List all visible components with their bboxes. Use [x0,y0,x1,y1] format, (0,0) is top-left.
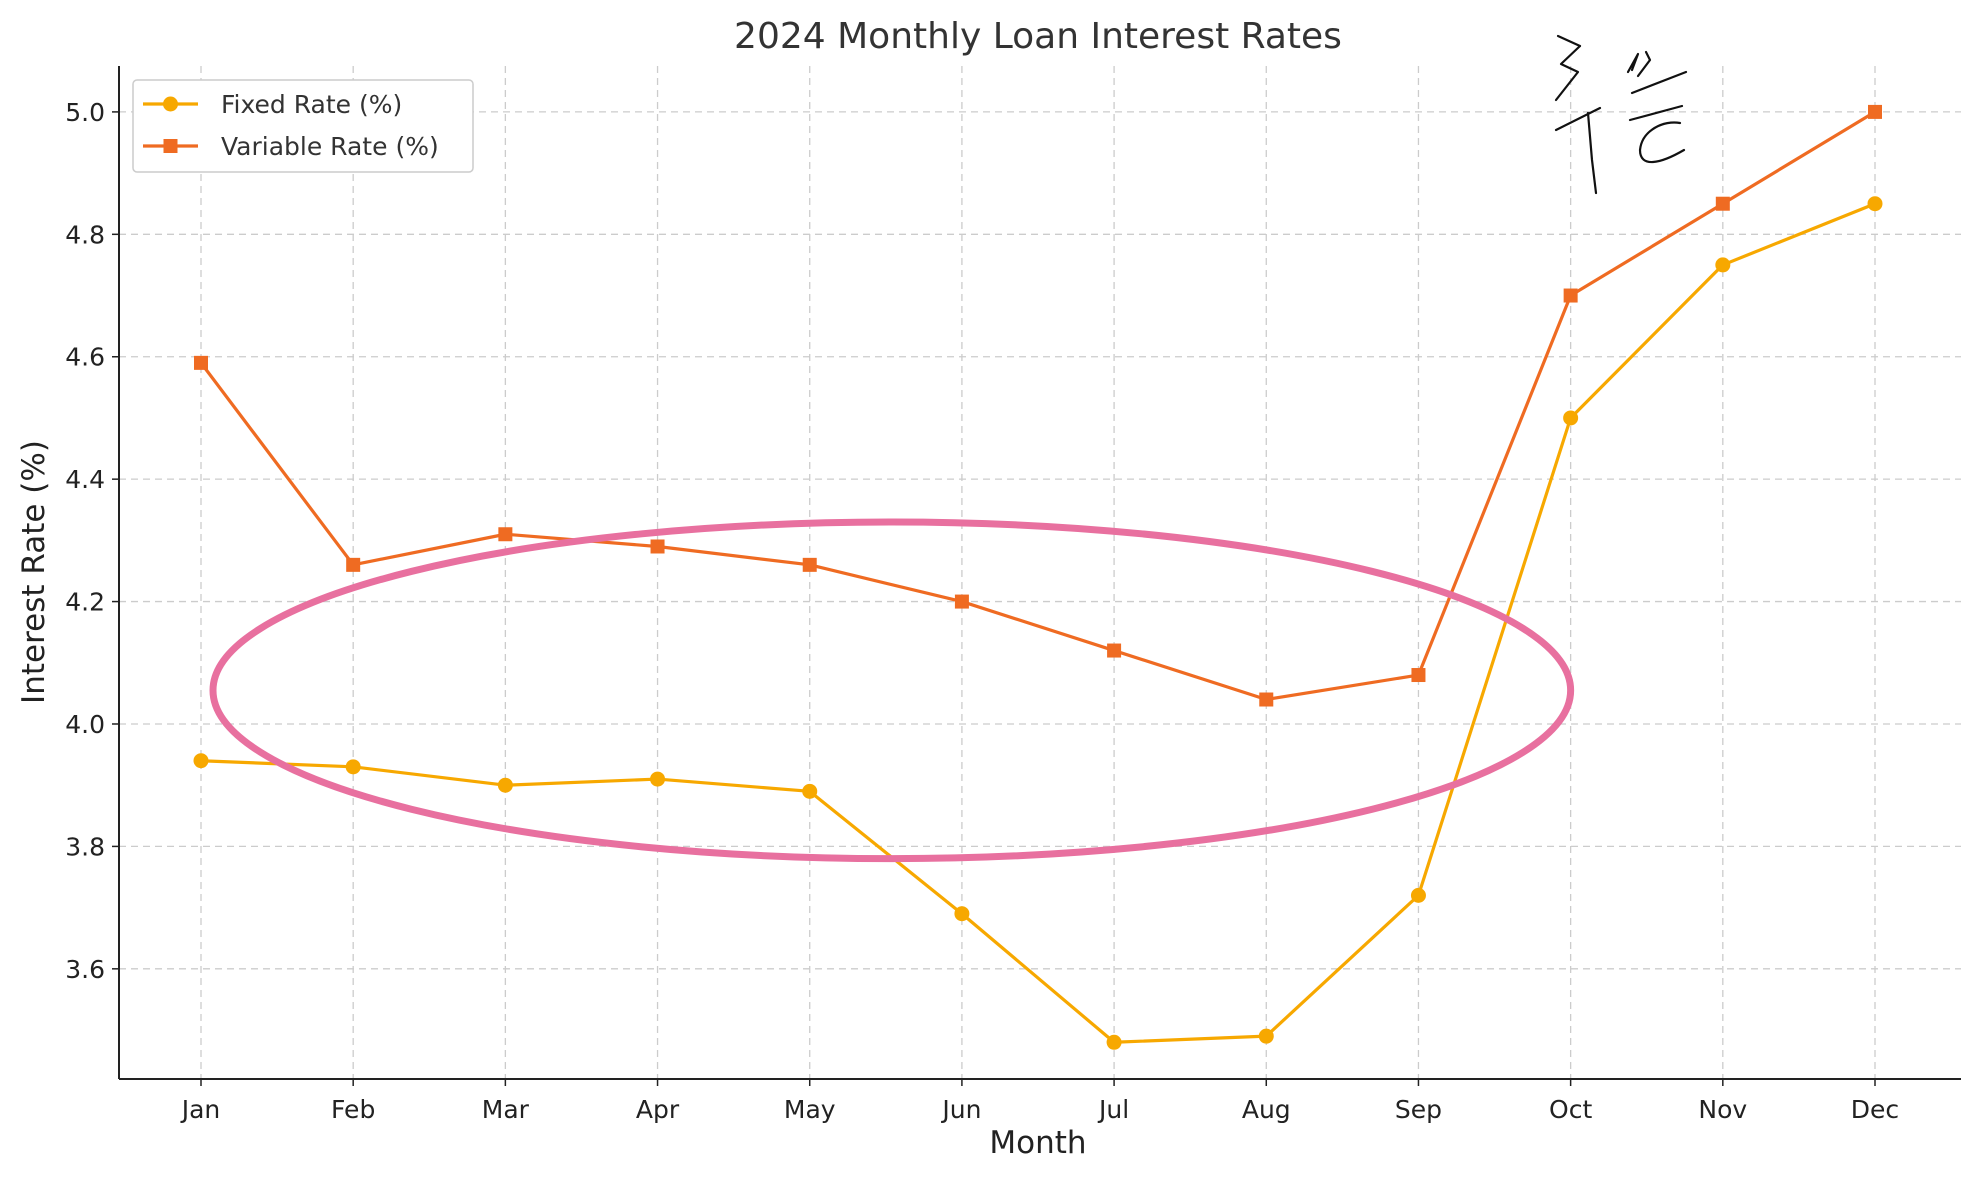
data-point-circle [1867,196,1883,212]
scribble-stroke [1554,106,1602,132]
x-tick-label: Jan [180,1095,221,1124]
x-tick-label: Sep [1395,1095,1442,1124]
legend-label: Fixed Rate (%) [221,90,402,119]
legend-box [132,79,474,173]
x-tick-label: Mar [482,1095,530,1124]
legend: Fixed Rate (%) Variable Rate (%) [132,79,474,173]
scribble-stroke [1636,50,1652,78]
y-tick-label: 4.0 [65,710,105,739]
data-point-circle [802,783,818,799]
data-point-circle [650,771,666,787]
x-tick-label: Apr [636,1095,680,1124]
y-tick-label: 4.2 [65,588,105,617]
y-tick-label: 4.8 [65,220,105,249]
data-point-square [498,527,513,542]
data-series [193,104,1883,1050]
legend-marker-square [163,139,178,153]
legend-entry: Variable Rate (%) [143,132,439,161]
scribble-stroke [1554,44,1582,102]
chart-title: 2024 Monthly Loan Interest Rates [734,16,1342,57]
x-tick-label: Feb [331,1095,375,1124]
data-point-circle [1258,1028,1274,1044]
series-fixed-rate [193,196,1883,1050]
data-point-circle [954,906,970,922]
highlight-ellipse [209,518,1575,863]
scribble-stroke [1628,104,1684,122]
data-point-square [1563,288,1578,303]
scribble-stroke [1586,111,1598,195]
legend-label: Variable Rate (%) [221,132,439,161]
series-line [200,202,1876,1044]
y-tick-label: 4.6 [65,343,105,372]
x-tick-label: May [784,1095,836,1124]
scribble-stroke [1556,34,1582,48]
data-point-square [1107,643,1122,658]
legend-entry: Fixed Rate (%) [143,90,402,119]
y-tick-label: 3.8 [65,832,105,861]
data-point-square [954,594,969,609]
data-point-circle [1563,410,1579,426]
x-tick-label: Aug [1242,1095,1291,1124]
data-point-circle [1715,257,1731,273]
x-tick-label: Nov [1698,1095,1747,1124]
data-point-square [1715,196,1730,211]
data-point-square [1411,668,1426,683]
grid-lines [119,66,1961,1079]
series-variable-rate [194,104,1882,707]
data-point-square [650,539,665,554]
x-axis-label: Month [989,1125,1086,1161]
data-point-square [1259,692,1274,707]
data-point-square [802,557,817,572]
data-point-square [194,355,208,370]
data-point-circle [193,753,209,769]
x-tick-label: Dec [1851,1095,1899,1124]
scribble-stroke [1638,121,1686,164]
y-tick-label: 4.4 [65,465,105,494]
handwritten-scribble [1554,34,1688,195]
x-tick-label: Jun [940,1095,981,1124]
scribble-stroke [1626,52,1640,74]
x-tick-label: Jul [1097,1095,1129,1124]
data-point-square [346,557,361,572]
y-tick-label: 3.6 [65,955,105,984]
data-point-square [1868,104,1882,119]
data-point-circle [345,759,361,775]
series-line [199,110,1876,702]
data-point-circle [497,777,513,793]
y-tick-label: 5.0 [65,98,105,127]
data-point-circle [1106,1034,1122,1050]
legend-marker-circle [163,96,178,112]
y-axis-label: Interest Rate (%) [16,440,52,704]
scribble-stroke [1630,70,1688,95]
data-point-circle [1410,887,1426,903]
legend-entries: Fixed Rate (%) Variable Rate (%) [143,90,439,161]
tick-labels: Jan Feb Mar Apr May Jun Jul Aug Sep Oct Nov Dec 3.6 3… [65,98,1899,1124]
x-tick-label: Oct [1549,1095,1592,1124]
